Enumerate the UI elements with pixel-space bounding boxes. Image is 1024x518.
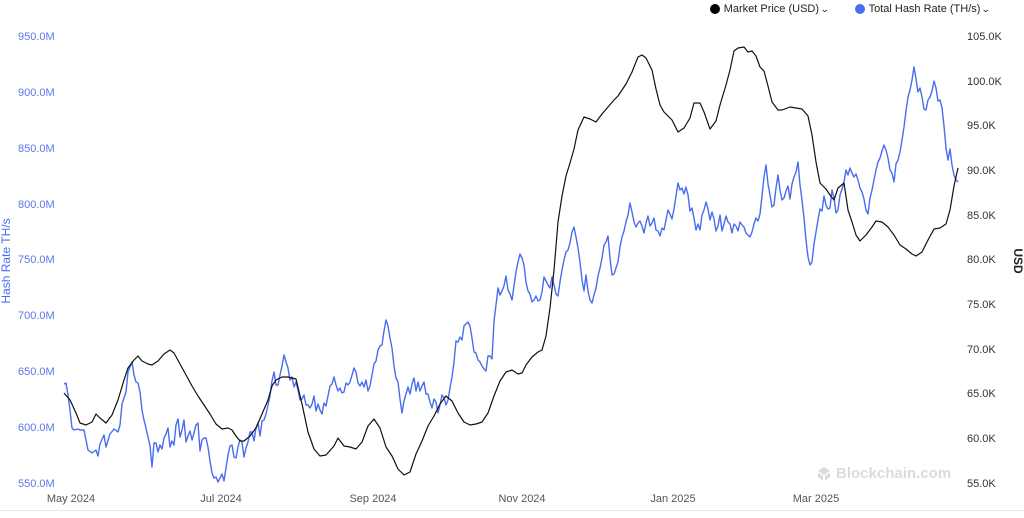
left-tick: 950.0M <box>18 31 55 43</box>
watermark-text: Blockchain.com <box>836 465 952 482</box>
legend-label-hash-rate: Total Hash Rate (TH/s) <box>868 3 981 15</box>
x-tick: May 2024 <box>46 493 96 505</box>
legend-item-hash-rate[interactable]: Total Hash Rate (TH/s) ⌄ <box>854 3 992 15</box>
left-tick: 550.0M <box>18 478 55 490</box>
blockchain-logo-icon <box>818 466 830 481</box>
left-tick: 600.0M <box>18 422 55 434</box>
black-dot-icon <box>709 4 720 14</box>
left-tick: 700.0M <box>18 310 55 322</box>
market-price-line <box>63 46 959 476</box>
x-tick: Jan 2025 <box>650 493 696 505</box>
chevron-down-icon[interactable]: ⌄ <box>981 3 992 14</box>
right-tick: 80.0K <box>967 254 996 266</box>
chevron-down-icon[interactable]: ⌄ <box>819 3 830 14</box>
left-tick: 800.0M <box>18 199 55 211</box>
x-tick: Nov 2024 <box>498 493 546 505</box>
left-tick: 650.0M <box>18 366 55 378</box>
right-tick: 60.0K <box>967 433 996 445</box>
right-tick: 75.0K <box>967 299 996 311</box>
legend: Market Price (USD) ⌄ Total Hash Rate (TH… <box>709 1 992 17</box>
x-tick: Jul 2024 <box>200 493 242 505</box>
blue-dot-icon <box>854 4 865 14</box>
x-tick: Sep 2024 <box>349 493 397 505</box>
legend-item-market-price[interactable]: Market Price (USD) ⌄ <box>709 3 830 15</box>
left-tick: 900.0M <box>18 87 55 99</box>
watermark: Blockchain.com <box>816 465 951 482</box>
left-tick: 750.0M <box>18 254 55 266</box>
right-tick: 55.0K <box>967 478 996 490</box>
left-tick: 850.0M <box>18 143 55 155</box>
legend-label-market-price: Market Price (USD) <box>723 3 820 15</box>
x-tick: Mar 2025 <box>792 493 840 505</box>
right-tick: 85.0K <box>967 210 996 222</box>
bottom-divider <box>0 510 1024 511</box>
right-tick: 70.0K <box>967 344 996 356</box>
hash-rate-line <box>63 66 959 483</box>
right-tick: 100.0K <box>967 76 1002 88</box>
right-tick: 95.0K <box>967 120 996 132</box>
right-tick: 105.0K <box>967 31 1002 43</box>
right-tick: 65.0K <box>967 388 996 400</box>
right-tick: 90.0K <box>967 165 996 177</box>
